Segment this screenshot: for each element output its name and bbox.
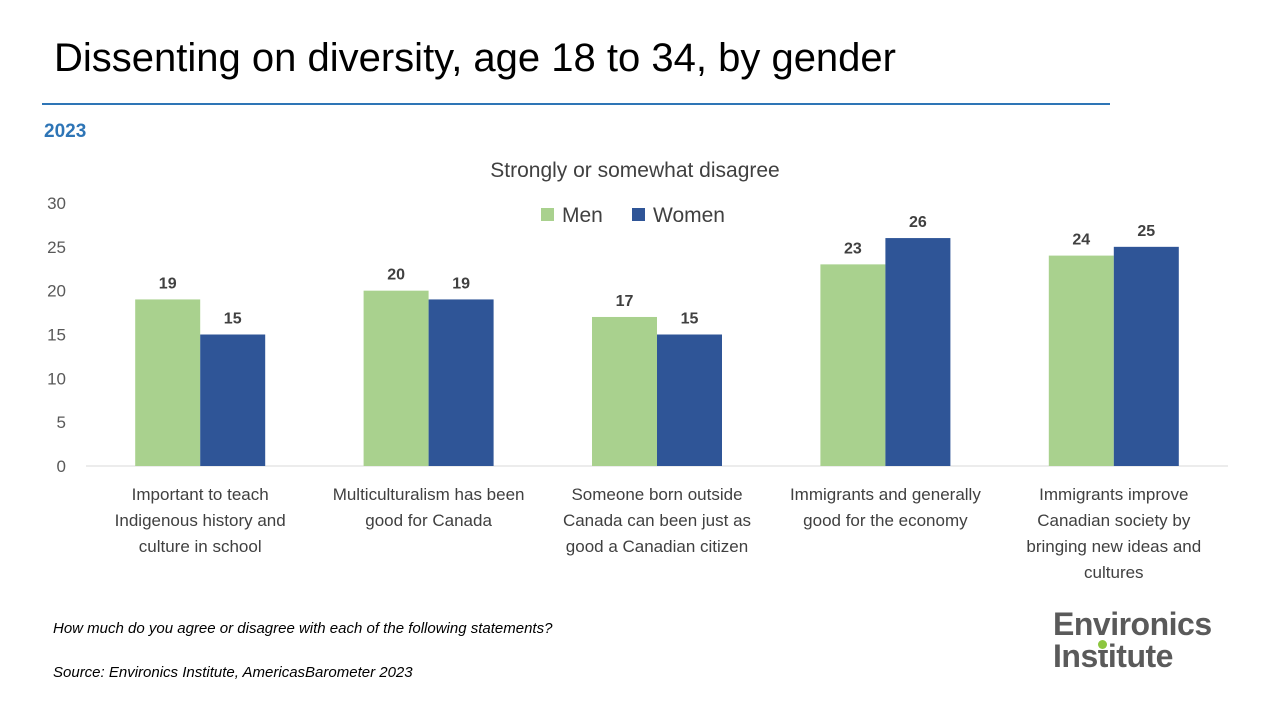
bar-chart: Strongly or somewhat disagree 0 5 10 15 20 25 3… — [47, 159, 1228, 582]
data-label-women: 26 — [909, 214, 927, 231]
y-tick-label: 0 — [57, 457, 66, 476]
data-label-women: 25 — [1137, 223, 1155, 240]
bar-women — [428, 299, 494, 466]
x-category-label: Immigrants improve — [1039, 485, 1188, 504]
x-category-label: good a Canadian citizen — [566, 537, 748, 556]
y-tick-label: 10 — [47, 369, 66, 388]
x-category-label: Canada can been just as — [563, 511, 751, 530]
data-label-women: 15 — [224, 311, 242, 328]
source-note: Source: Environics Institute, AmericasBa… — [53, 664, 413, 681]
bar-women — [885, 238, 951, 466]
y-tick-label: 15 — [47, 326, 66, 345]
legend-swatch-women — [632, 208, 645, 221]
x-category-label: Multiculturalism has been — [333, 485, 525, 504]
bar-men — [135, 299, 201, 466]
data-label-men: 23 — [844, 240, 862, 257]
bar-women — [200, 334, 266, 466]
logo-line-2: Inst itute — [1053, 638, 1173, 674]
data-label-men: 17 — [616, 293, 634, 310]
data-label-women: 15 — [681, 311, 699, 328]
x-category-label: cultures — [1084, 563, 1144, 582]
logo-dot — [1098, 640, 1108, 649]
bar-women — [657, 334, 722, 466]
x-category-label: good for the economy — [803, 511, 968, 530]
bar-men — [592, 316, 657, 466]
bar-men — [363, 290, 429, 466]
bar-men — [820, 264, 886, 466]
data-label-men: 20 — [387, 267, 405, 284]
logo-dotted-i: t — [1097, 638, 1108, 674]
legend-label-men: Men — [562, 204, 603, 227]
bar-women — [1113, 246, 1179, 466]
legend-swatch-men — [541, 208, 554, 221]
y-tick-label: 20 — [47, 282, 66, 301]
survey-question: How much do you agree or disagree with e… — [53, 620, 553, 637]
title-divider — [42, 103, 1110, 105]
x-category-label: bringing new ideas and — [1026, 537, 1201, 556]
chart-title: Strongly or somewhat disagree — [490, 159, 779, 182]
logo-line-1: Environics — [1053, 606, 1212, 642]
data-label-men: 19 — [159, 275, 177, 292]
data-label-women: 19 — [452, 275, 470, 292]
page-title: Dissenting on diversity, age 18 to 34, b… — [54, 36, 896, 80]
x-category-label: Someone born outside — [571, 485, 742, 504]
y-tick-label: 5 — [57, 413, 66, 432]
x-category-label: Indigenous history and — [115, 511, 286, 530]
legend-label-women: Women — [653, 204, 725, 227]
environics-logo: Environics Inst itute — [1053, 608, 1212, 672]
x-category-label: Immigrants and generally — [790, 485, 981, 504]
y-tick-label: 25 — [47, 238, 66, 257]
x-category-label: good for Canada — [365, 511, 492, 530]
x-category-label: culture in school — [139, 537, 262, 556]
x-category-label: Important to teach — [132, 485, 269, 504]
data-label-men: 24 — [1072, 232, 1090, 249]
year-label: 2023 — [44, 121, 87, 142]
x-category-label: Canadian society by — [1037, 511, 1191, 530]
bar-men — [1048, 255, 1114, 466]
y-tick-label: 30 — [47, 194, 66, 213]
